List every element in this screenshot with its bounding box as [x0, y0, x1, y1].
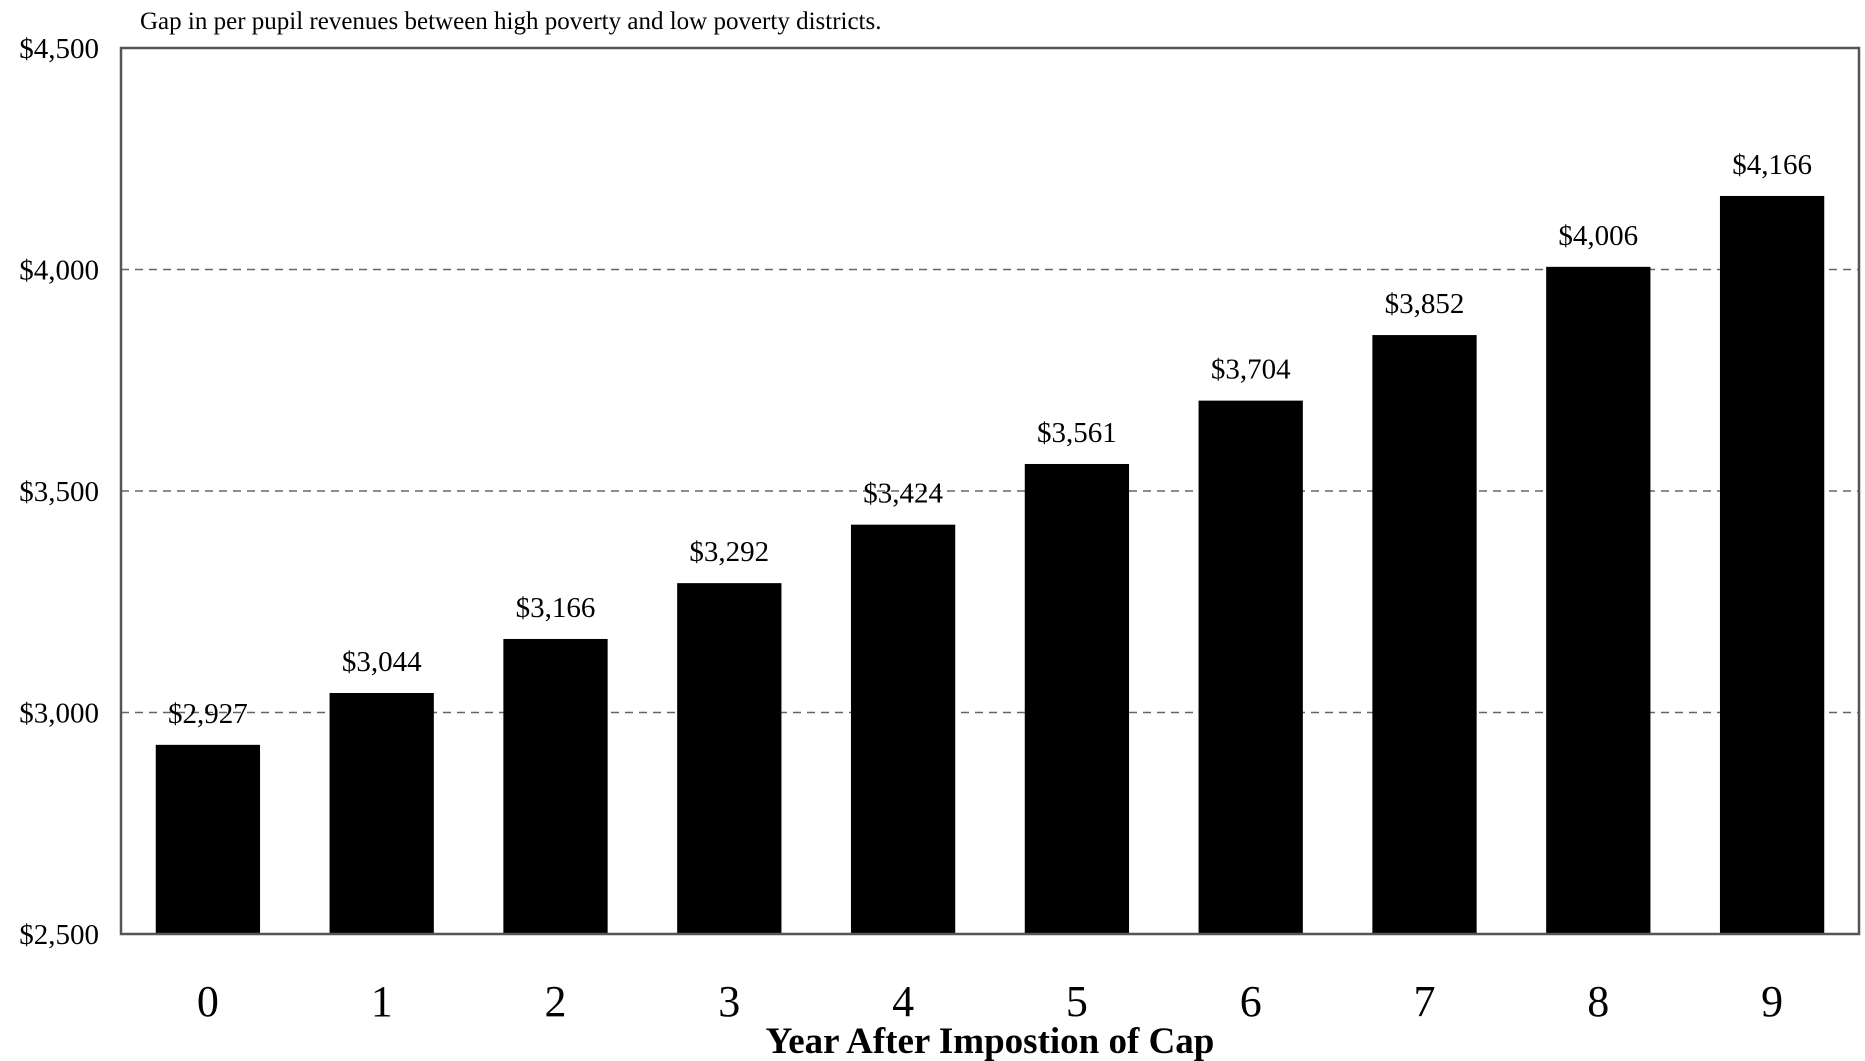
- data-label-3: $3,292: [689, 536, 769, 568]
- bar-0: [155, 744, 261, 934]
- bar-5: [1024, 463, 1130, 934]
- y-tick-label: $4,500: [19, 33, 99, 65]
- y-axis-ticks: $2,500 $3,000 $3,500 $4,000 $4,500: [19, 33, 99, 951]
- bar-7: [1372, 335, 1477, 935]
- data-label-1: $3,044: [342, 646, 422, 678]
- data-label-2: $3,166: [516, 592, 596, 624]
- data-labels: $2,927 $3,044 $3,166 $3,292 $3,424 $3,561 $3,7…: [168, 149, 1812, 730]
- data-label-7: $3,852: [1385, 288, 1465, 320]
- y-tick-label: $3,000: [19, 698, 99, 730]
- data-label-6: $3,704: [1211, 354, 1291, 386]
- data-label-4: $3,424: [863, 478, 943, 510]
- bars: [155, 195, 1825, 935]
- data-label-9: $4,166: [1732, 149, 1812, 181]
- bar-8: [1546, 266, 1651, 934]
- chart-subtitle: Gap in per pupil revenues between high p…: [140, 8, 881, 35]
- bar-3: [677, 583, 782, 934]
- y-tick-label: $2,500: [19, 919, 99, 951]
- y-tick-label: $3,500: [19, 476, 99, 508]
- x-tick-label: 6: [1240, 977, 1262, 1026]
- x-tick-label: 4: [892, 977, 914, 1026]
- data-label-5: $3,561: [1037, 417, 1117, 449]
- bar-9: [1719, 195, 1825, 934]
- y-tick-label: $4,000: [19, 255, 99, 287]
- bar-4: [850, 524, 956, 934]
- x-tick-label: 2: [545, 977, 567, 1026]
- x-tick-label: 9: [1761, 977, 1783, 1026]
- x-axis-label: Year After Impostion of Cap: [766, 1021, 1215, 1061]
- bar-6: [1198, 400, 1303, 934]
- x-tick-label: 3: [718, 977, 740, 1026]
- x-tick-label: 0: [197, 977, 219, 1026]
- x-tick-label: 5: [1066, 977, 1088, 1026]
- plot-frame: [119, 46, 1861, 936]
- x-tick-label: 7: [1414, 977, 1436, 1026]
- x-tick-label: 1: [371, 977, 393, 1026]
- bar-2: [503, 638, 608, 934]
- data-label-8: $4,006: [1558, 220, 1638, 252]
- data-label-0: $2,927: [168, 698, 248, 730]
- bar-1: [329, 693, 434, 934]
- x-tick-label: 8: [1587, 977, 1609, 1026]
- x-axis-ticks: 0 1 2 3 4 5 6 7 8 9: [197, 977, 1783, 1026]
